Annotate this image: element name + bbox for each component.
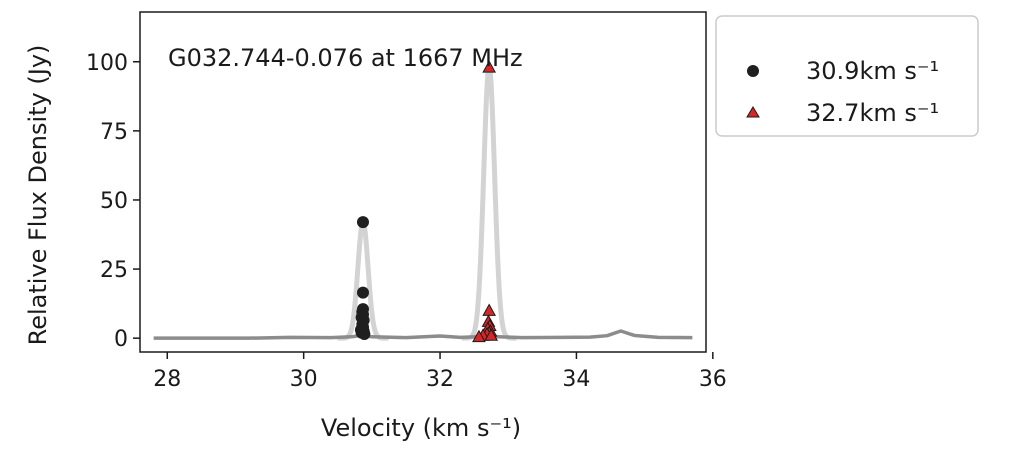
x-tick-label: 30 bbox=[290, 367, 318, 392]
y-tick-label: 0 bbox=[114, 327, 128, 352]
x-axis-label: Velocity (km s⁻¹) bbox=[321, 414, 521, 442]
spectrum-layer bbox=[153, 329, 693, 340]
legend-label-series-1: 30.9km s⁻¹ bbox=[806, 57, 939, 85]
profile-line-2 bbox=[459, 64, 519, 341]
y-tick-label: 75 bbox=[100, 120, 128, 145]
plot-frame bbox=[139, 11, 707, 353]
x-tick-label: 36 bbox=[699, 367, 727, 392]
x-axis-ticks: 28 30 32 34 36 bbox=[153, 352, 727, 392]
legend-marker-circle bbox=[747, 65, 759, 77]
legend-marker-triangle bbox=[746, 106, 760, 118]
spectrum-line bbox=[153, 329, 693, 340]
data-point-series-1 bbox=[358, 328, 371, 341]
x-tick-label: 34 bbox=[562, 367, 590, 392]
legend-box bbox=[715, 15, 979, 137]
data-point-series-2 bbox=[472, 329, 486, 343]
y-axis-ticks: 0 25 50 75 100 bbox=[86, 51, 140, 352]
data-point-series-2 bbox=[482, 60, 496, 73]
x-tick-label: 32 bbox=[426, 367, 454, 392]
data-point-series-1 bbox=[356, 286, 369, 299]
y-tick-label: 50 bbox=[100, 189, 128, 214]
x-tick-label: 28 bbox=[153, 367, 181, 392]
data-points-layer bbox=[354, 60, 499, 343]
data-point-series-2 bbox=[484, 328, 499, 341]
chart-title: G032.744-0.076 at 1667 MHz bbox=[168, 44, 523, 72]
data-point-series-1 bbox=[356, 216, 369, 229]
y-axis-label: Relative Flux Density (Jy) bbox=[24, 45, 52, 346]
legend-label-series-2: 32.7km s⁻¹ bbox=[806, 99, 939, 127]
data-point-series-2 bbox=[482, 303, 496, 316]
y-tick-label: 25 bbox=[100, 258, 128, 283]
legend: 30.9km s⁻¹ 32.7km s⁻¹ bbox=[715, 15, 979, 137]
y-tick-label: 100 bbox=[86, 51, 128, 76]
